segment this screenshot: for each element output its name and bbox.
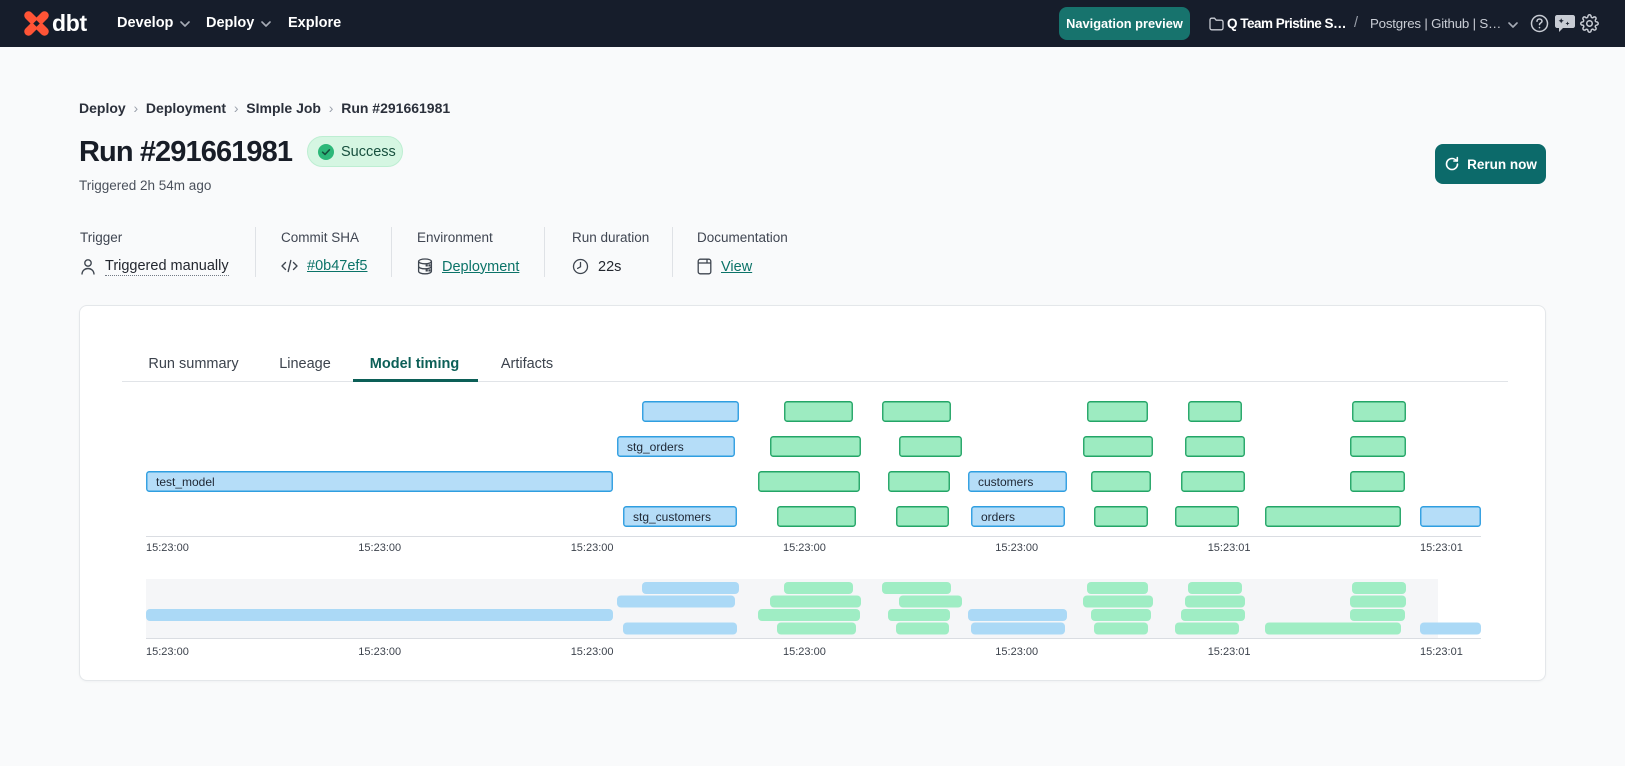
svg-text:15:23:00: 15:23:00 <box>571 542 614 554</box>
svg-text:15:23:00: 15:23:00 <box>146 542 189 554</box>
svg-text:customers: customers <box>978 475 1033 489</box>
svg-text:15:23:00: 15:23:00 <box>146 646 189 658</box>
svg-text:test_model: test_model <box>156 475 215 489</box>
svg-text:15:23:01: 15:23:01 <box>1208 646 1251 658</box>
svg-text:15:23:00: 15:23:00 <box>995 646 1038 658</box>
svg-text:orders: orders <box>981 510 1015 524</box>
svg-text:15:23:00: 15:23:00 <box>783 646 826 658</box>
svg-text:stg_orders: stg_orders <box>627 440 684 454</box>
svg-text:15:23:00: 15:23:00 <box>358 646 401 658</box>
svg-text:15:23:00: 15:23:00 <box>995 542 1038 554</box>
svg-text:15:23:01: 15:23:01 <box>1420 542 1463 554</box>
svg-text:15:23:01: 15:23:01 <box>1208 542 1251 554</box>
svg-text:15:23:01: 15:23:01 <box>1420 646 1463 658</box>
svg-text:15:23:00: 15:23:00 <box>571 646 614 658</box>
svg-text:15:23:00: 15:23:00 <box>783 542 826 554</box>
svg-text:15:23:00: 15:23:00 <box>358 542 401 554</box>
svg-text:stg_customers: stg_customers <box>633 510 711 524</box>
